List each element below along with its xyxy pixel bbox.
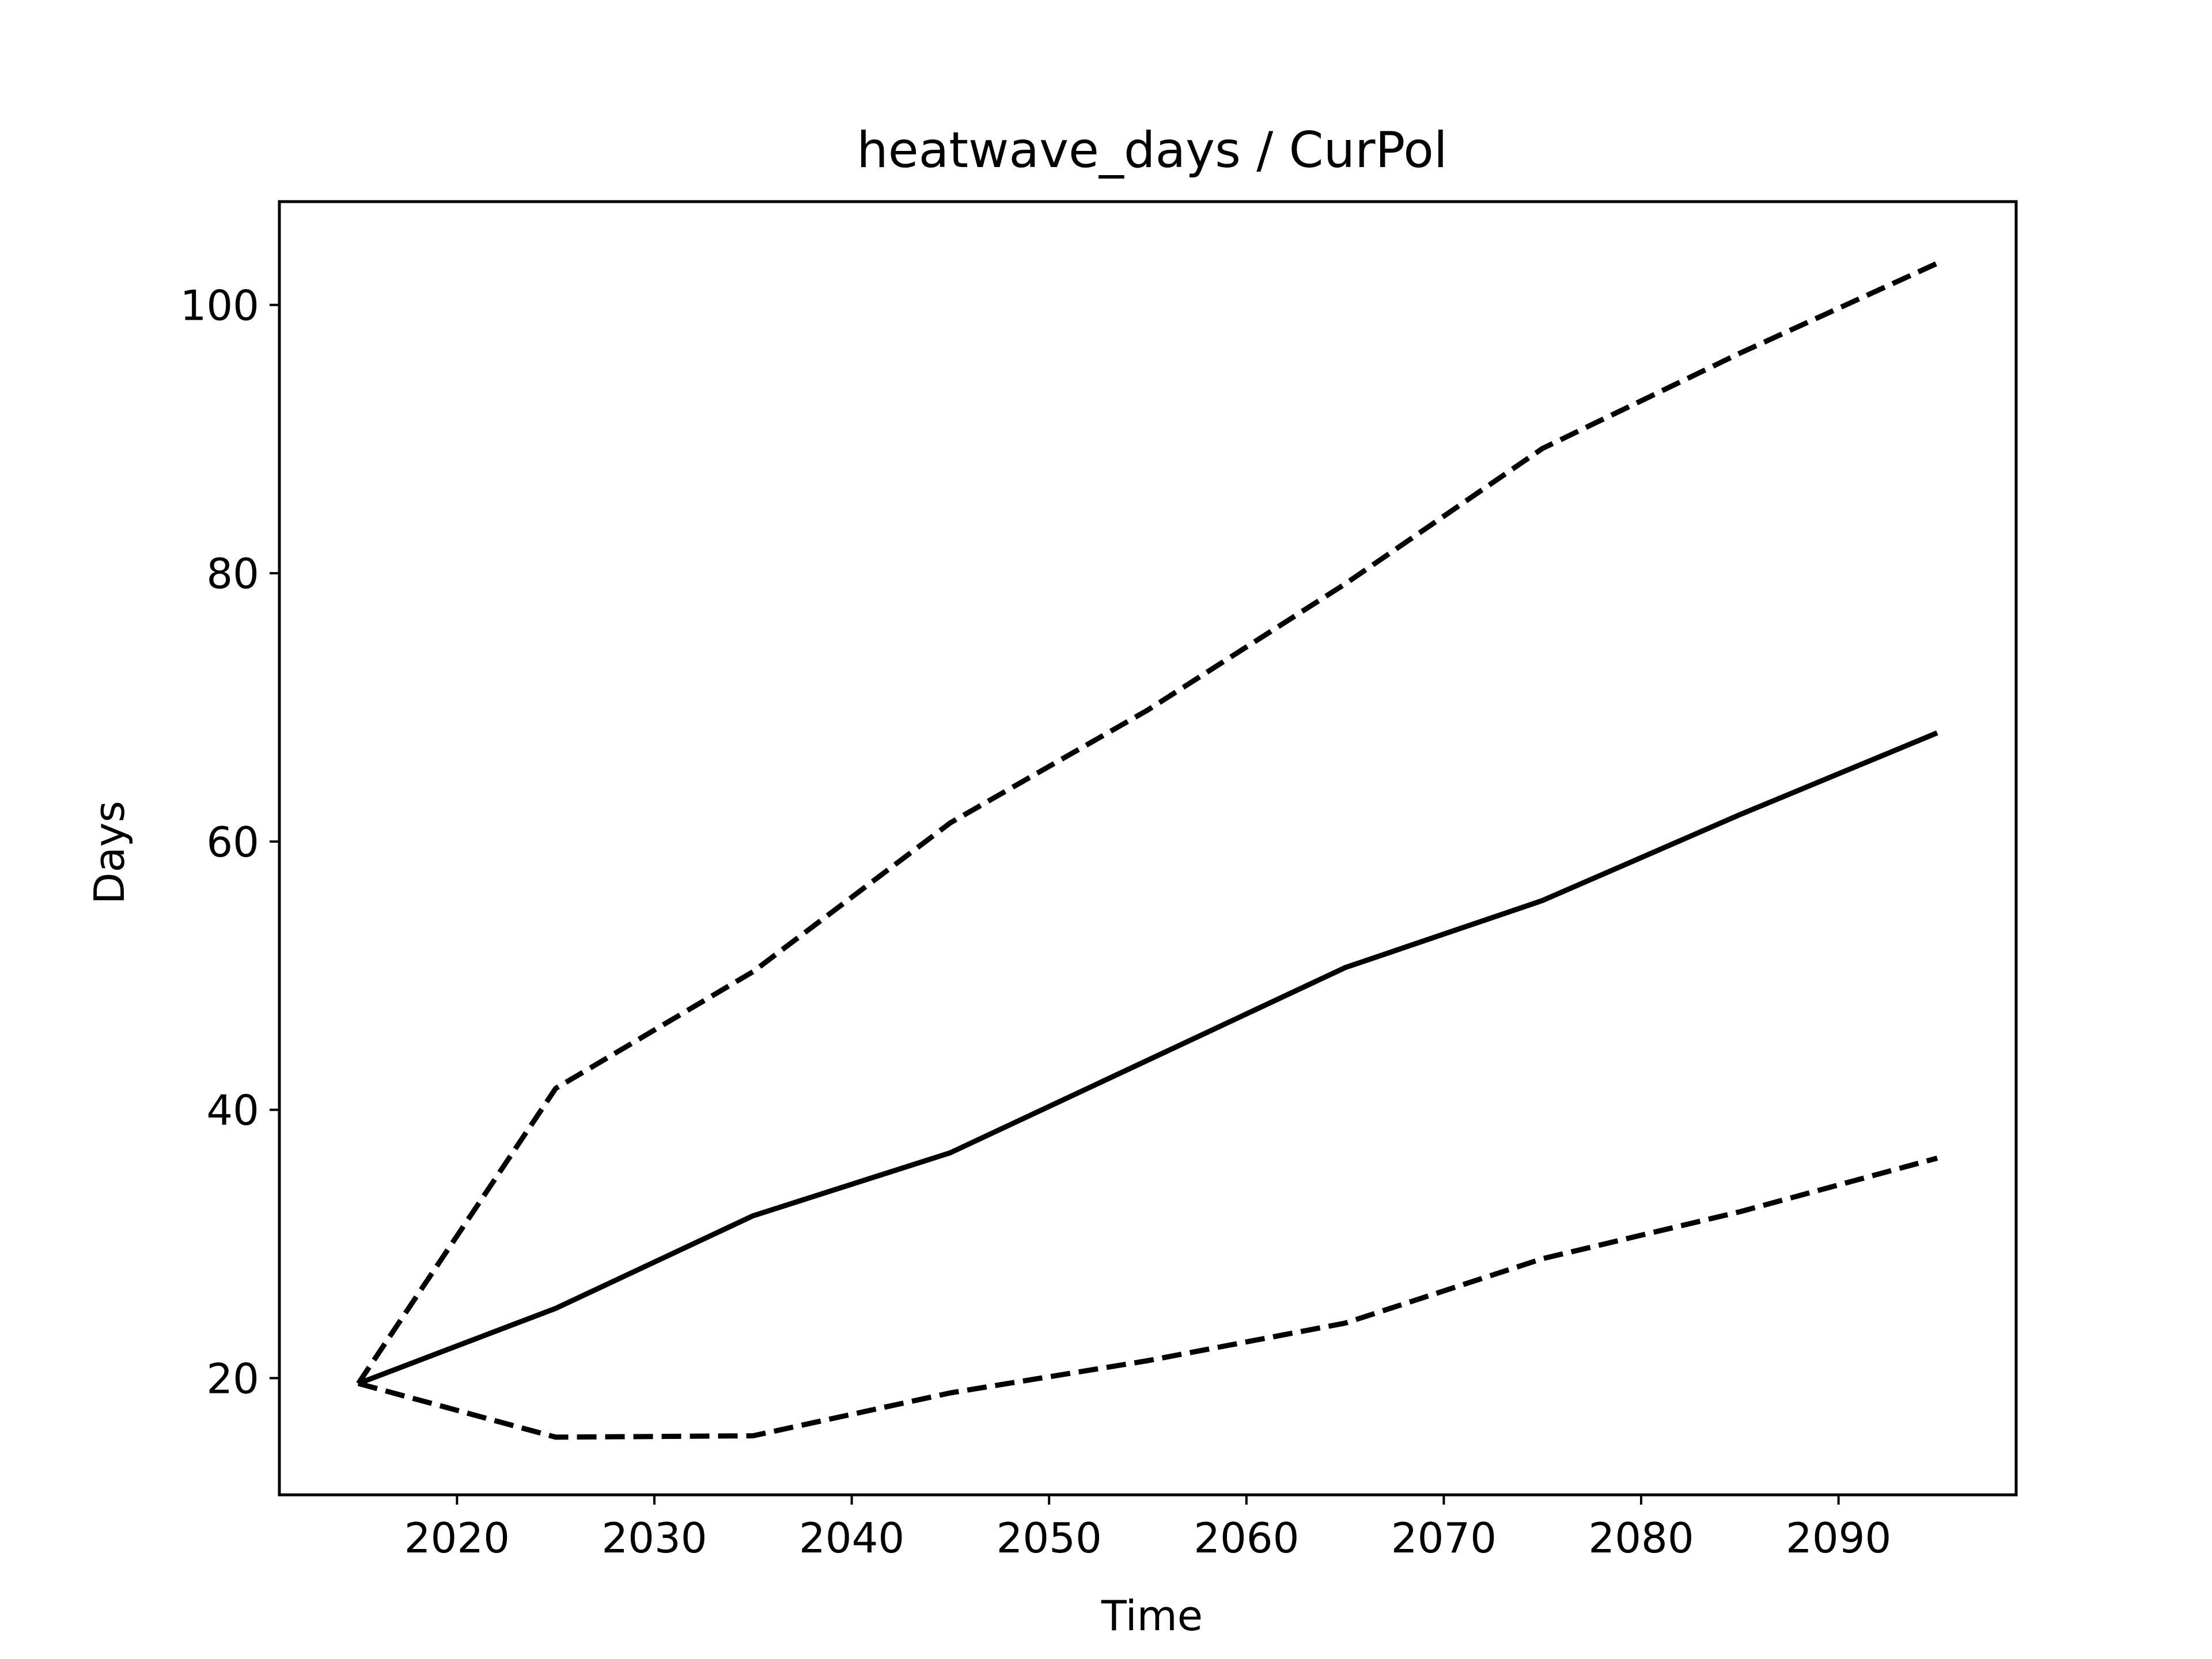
x-tick-label: 2040: [799, 1514, 904, 1562]
y-axis-ticks: 20 40 60 80 100: [180, 281, 279, 1403]
y-tick-label: 40: [206, 1086, 259, 1135]
x-axis-ticks: 2020 2030 2040 2050 2060 2070 2080 2090: [404, 1495, 1891, 1562]
x-tick-label: 2090: [1786, 1514, 1891, 1562]
dashed-series-line-2: [357, 1156, 1938, 1440]
plot-frame: [278, 200, 2018, 1497]
y-axis-label: Days: [85, 801, 134, 904]
x-tick-label: 2020: [404, 1514, 510, 1562]
x-tick-label: 2060: [1194, 1514, 1299, 1562]
x-tick-label: 2050: [997, 1514, 1102, 1562]
x-tick-label: 2080: [1588, 1514, 1694, 1562]
solid-series-line-0: [357, 730, 1938, 1386]
y-tick-label: 60: [206, 818, 259, 866]
dashed-series-line-1: [356, 261, 1938, 1385]
chart-title: heatwave_days / CurPol: [857, 122, 1448, 179]
series-layer: [356, 261, 1938, 1440]
y-tick-label: 20: [206, 1354, 259, 1403]
x-tick-label: 2030: [601, 1514, 707, 1562]
y-tick-label: 100: [180, 281, 259, 329]
x-axis-label: Time: [1101, 1592, 1203, 1640]
x-tick-label: 2070: [1391, 1514, 1497, 1562]
y-tick-label: 80: [206, 550, 259, 598]
